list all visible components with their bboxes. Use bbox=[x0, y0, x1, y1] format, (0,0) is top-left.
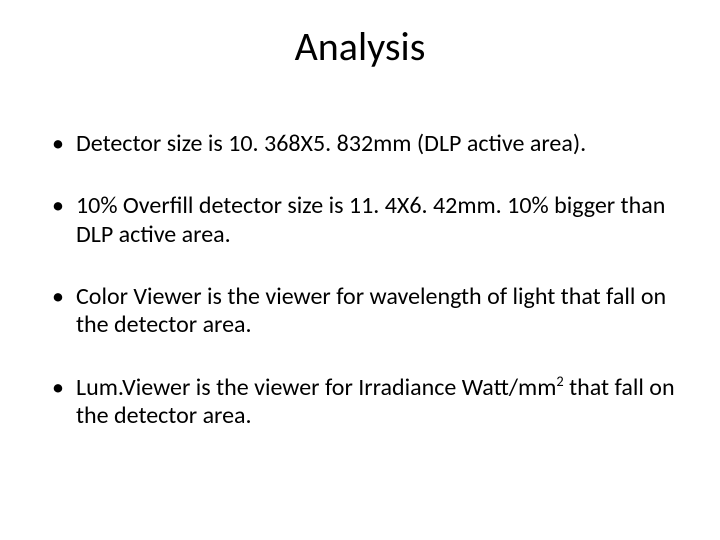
superscript: 2 bbox=[556, 372, 563, 390]
bullet-list: Detector size is 10. 368X5. 832mm (DLP a… bbox=[48, 130, 680, 430]
list-item: Color Viewer is the viewer for wavelengt… bbox=[48, 283, 680, 340]
bullet-text: Detector size is 10. 368X5. 832mm (DLP a… bbox=[76, 129, 586, 158]
slide: Analysis Detector size is 10. 368X5. 832… bbox=[0, 0, 720, 540]
bullet-text: Color Viewer is the viewer for wavelengt… bbox=[76, 282, 666, 339]
list-item: 10% Overfill detector size is 11. 4X6. 4… bbox=[48, 192, 680, 249]
list-item: Detector size is 10. 368X5. 832mm (DLP a… bbox=[48, 130, 680, 158]
bullet-text: 10% Overfill detector size is 11. 4X6. 4… bbox=[76, 191, 665, 248]
bullet-text-prefix: Lum.Viewer is the viewer for Irradiance … bbox=[76, 373, 556, 402]
slide-body: Detector size is 10. 368X5. 832mm (DLP a… bbox=[48, 130, 680, 464]
list-item: Lum.Viewer is the viewer for Irradiance … bbox=[48, 374, 680, 431]
slide-title: Analysis bbox=[0, 22, 720, 71]
